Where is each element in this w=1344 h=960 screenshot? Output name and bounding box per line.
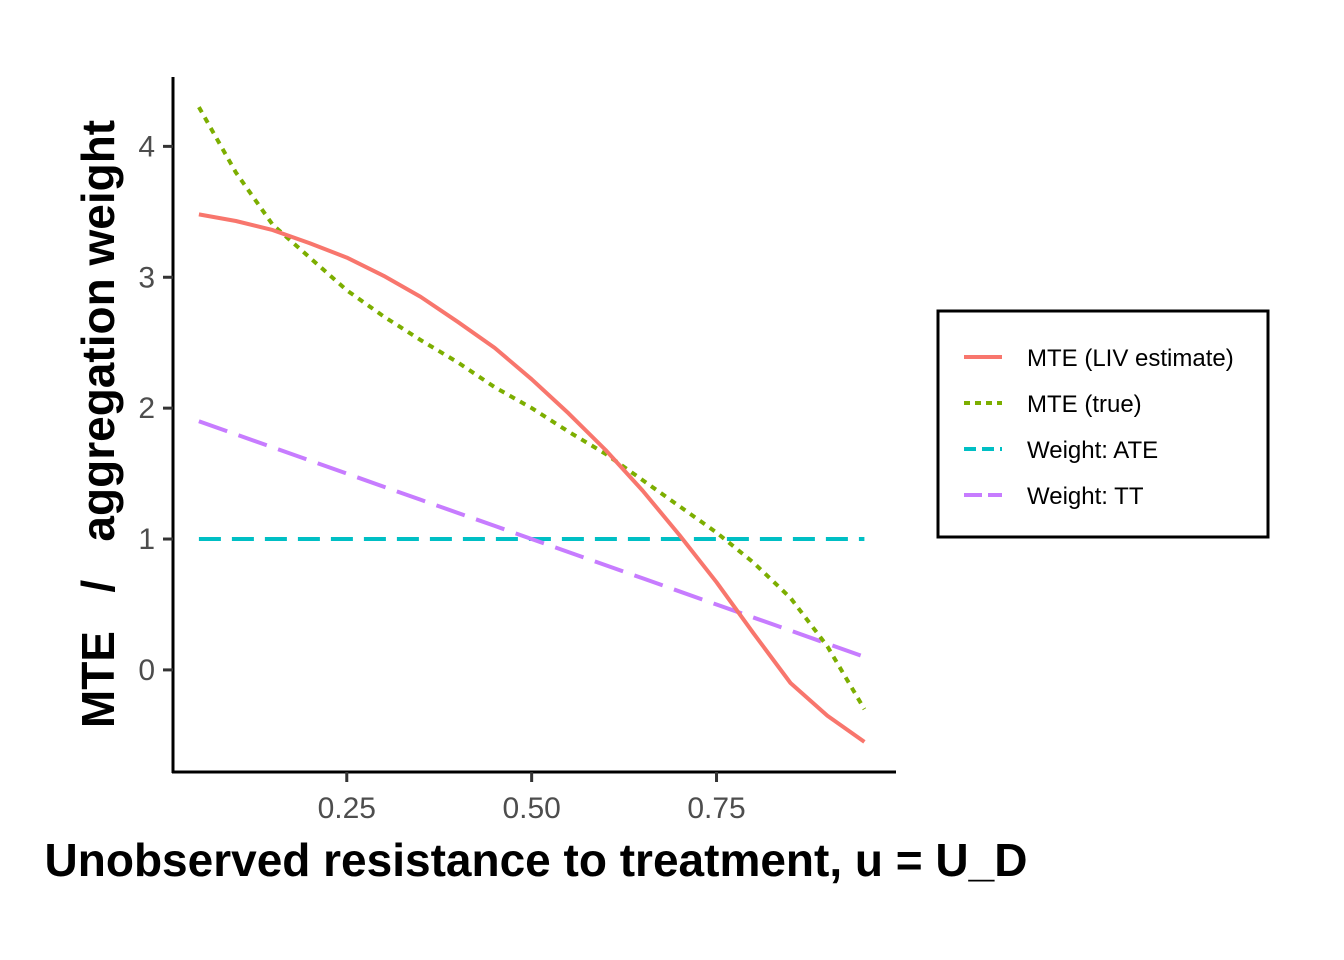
legend-items: MTE (LIV estimate) MTE (true) Weight: ATE W… [964, 345, 1234, 510]
y-axis-title: MTE / aggregation weight [72, 120, 124, 728]
y-ticks: 0 1 2 3 4 [138, 130, 173, 687]
x-ticks: 0.25 0.50 0.75 [318, 772, 746, 825]
y-tick-label: 1 [138, 523, 155, 556]
series-line-mte-true [197, 106, 867, 711]
x-axis-title: Unobserved resistance to treatment, u = … [45, 834, 1028, 886]
x-tick-label: 0.50 [502, 792, 560, 825]
y-tick-label: 0 [138, 654, 155, 687]
y-tick-label: 4 [138, 130, 155, 163]
legend-box [936, 309, 1270, 539]
series-line-weight-tt [198, 419, 866, 659]
x-tick-label: 0.75 [687, 792, 745, 825]
legend-label: Weight: TT [1027, 483, 1144, 510]
legend-label: Weight: ATE [1027, 437, 1158, 464]
legend-label: MTE (true) [1027, 391, 1142, 418]
y-tick-label: 2 [138, 392, 155, 425]
legend: MTE (LIV estimate) MTE (true) Weight: ATE W… [936, 309, 1270, 539]
legend-label: MTE (LIV estimate) [1027, 345, 1234, 372]
series-line-mte-liv-estimate [198, 212, 866, 744]
y-tick-label: 3 [138, 261, 155, 294]
plot-lines [197, 106, 867, 744]
x-tick-label: 0.25 [318, 792, 376, 825]
axes [171, 77, 896, 774]
